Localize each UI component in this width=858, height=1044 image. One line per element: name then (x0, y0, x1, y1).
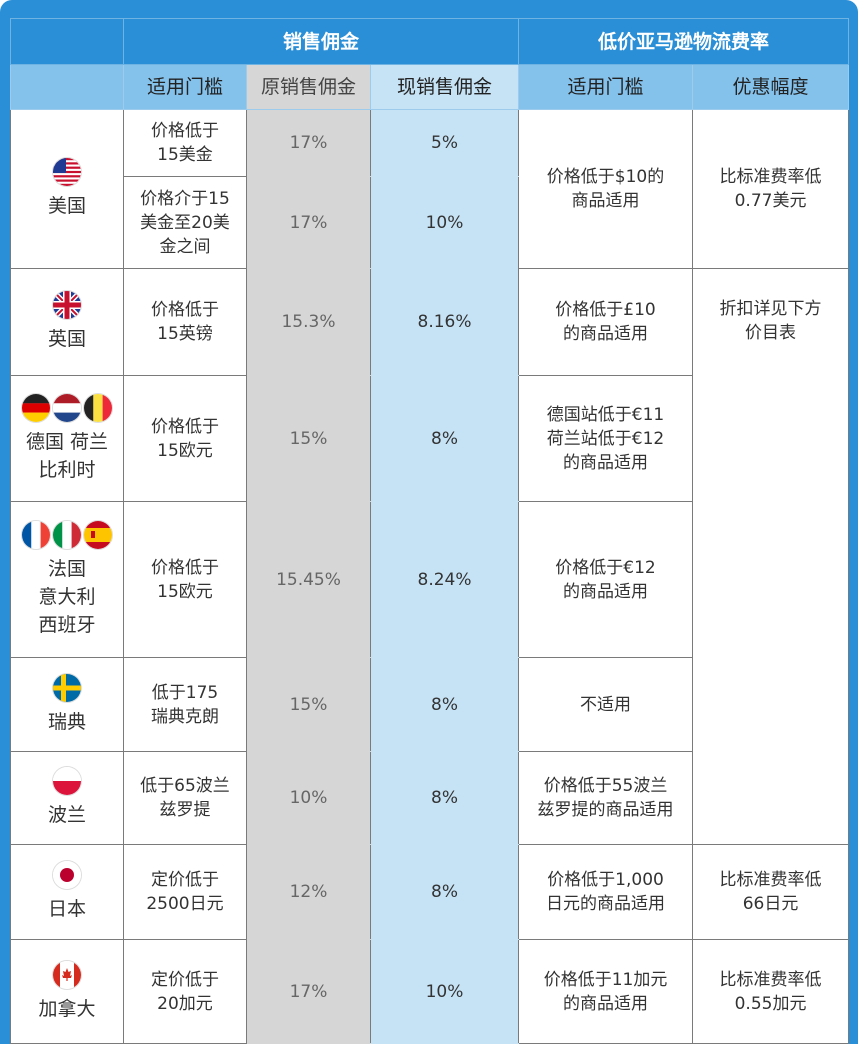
spain-flag-icon (84, 520, 112, 549)
threshold-us-tier2: 价格介于15 美金至20美 金之间 (123, 176, 247, 269)
country-name-ca: 加拿大 (38, 997, 96, 1020)
header-row-2: 适用门槛 原销售佣金 现销售佣金 适用门槛 优惠幅度 (10, 64, 850, 110)
header-row-1: 销售佣金 低价亚马逊物流费率 (10, 18, 850, 65)
country-cell-ca: 加拿大 (10, 939, 124, 1044)
current-commission-us-tier1: 5% (369, 109, 520, 177)
fba-threshold-de-nl-be: 德国站低于€11 荷兰站低于€12 的商品适用 (518, 375, 694, 502)
table-row-us-1: 美国 价格低于 15美金 17% 5% 价格低于$10的 商品适用 比标准费率低 0.… (10, 109, 850, 269)
original-commission-fr-it-es: 15.45% (246, 501, 371, 658)
country-cell-pl: 波兰 (10, 751, 124, 845)
threshold-ca: 定价低于 20加元 (123, 939, 247, 1044)
original-commission-uk: 15.3% (246, 268, 371, 376)
table-row-jp: 日本 定价低于 2500日元 12% 8% 价格低于1,000 日元的商品适用 比标… (10, 844, 850, 940)
current-commission-uk: 8.16% (369, 268, 520, 376)
table-row-fr-it-es: 法国 意大利 西班牙 价格低于 15欧元 15.45% 8.24% 价格低于€12 的商… (10, 501, 849, 658)
threshold-uk: 价格低于 15英镑 (123, 268, 247, 376)
italy-flag-icon (53, 520, 81, 549)
header-current-commission: 现销售佣金 (369, 64, 520, 110)
current-commission-jp: 8% (369, 844, 520, 940)
canada-flag-icon (53, 960, 81, 989)
threshold-jp: 定价低于 2500日元 (123, 844, 247, 940)
current-commission-fr-it-es: 8.24% (369, 501, 520, 658)
header-discount: 优惠幅度 (692, 64, 850, 110)
threshold-pl: 低于65波兰 兹罗提 (123, 751, 247, 845)
original-commission-de-nl-be: 15% (246, 375, 371, 502)
fee-table: 销售佣金 低价亚马逊物流费率 适用门槛 原销售佣金 现销售佣金 适用门槛 优惠幅… (10, 18, 850, 1044)
japan-flag-icon (53, 861, 81, 889)
current-commission-pl: 8% (369, 751, 520, 845)
header-commission-group: 销售佣金 (122, 18, 520, 65)
country-cell-uk: 英国 (10, 268, 124, 376)
threshold-de-nl-be: 价格低于 15欧元 (123, 375, 247, 502)
header-threshold: 适用门槛 (123, 64, 247, 110)
threshold-se: 低于175 瑞典克朗 (123, 657, 247, 752)
table-row-pl: 波兰 低于65波兰 兹罗提 10% 8% 价格低于55波兰 兹罗提的商品适用 (10, 751, 849, 845)
fba-threshold-se: 不适用 (518, 657, 694, 752)
discount-jp: 比标准费率低 66日元 (692, 844, 850, 940)
original-commission-se: 15% (246, 657, 371, 752)
country-cell-fr-it-es: 法国 意大利 西班牙 (10, 501, 124, 658)
original-commission-pl: 10% (246, 751, 371, 845)
table-row-uk: 英国 价格低于 15英镑 15.3% 8.16% 价格低于£10 的商品适用 折扣详… (10, 268, 850, 845)
fba-threshold-ca: 价格低于11加元 的商品适用 (518, 939, 694, 1044)
table-row-ca: 加拿大 定价低于 20加元 17% 10% 价格低于11加元 的商品适用 比标准费率… (10, 939, 850, 1044)
table-row-de-nl-be: 德国 荷兰 比利时 价格低于 15欧元 15% 8% 德国站低于€11 荷兰站低于€1… (10, 375, 849, 502)
poland-flag-icon (53, 767, 81, 795)
netherlands-flag-icon (53, 393, 81, 422)
discount-us: 比标准费率低 0.77美元 (692, 109, 850, 269)
fba-threshold-uk: 价格低于£10 的商品适用 (518, 268, 694, 376)
current-commission-ca: 10% (369, 939, 520, 1044)
us-flag-icon (53, 158, 81, 186)
sweden-flag-icon (53, 673, 81, 702)
germany-flag-icon (22, 393, 50, 422)
discount-uk-eu: 折扣详见下方 价目表 (692, 268, 850, 845)
fba-threshold-us: 价格低于$10的 商品适用 (518, 109, 694, 269)
current-commission-se: 8% (369, 657, 520, 752)
country-name-uk: 英国 (47, 328, 86, 350)
country-cell-jp: 日本 (10, 844, 124, 940)
discount-ca: 比标准费率低 0.55加元 (692, 939, 850, 1044)
fba-threshold-fr-it-es: 价格低于€12 的商品适用 (518, 501, 694, 658)
country-name-jp: 日本 (47, 898, 86, 920)
original-commission-jp: 12% (246, 844, 371, 940)
belgium-flag-icon (84, 393, 112, 422)
header-corner-2 (10, 64, 124, 110)
fba-threshold-jp: 价格低于1,000 日元的商品适用 (518, 844, 694, 940)
country-name-us: 美国 (47, 195, 86, 217)
country-name-fr-it-es: 法国 意大利 西班牙 (38, 557, 96, 636)
table-row-se: 瑞典 低于175 瑞典克朗 15% 8% 不适用 (10, 657, 849, 752)
table-row-us-2: 价格介于15 美金至20美 金之间 17% 10% (11, 176, 849, 269)
threshold-us-tier1: 价格低于 15美金 (123, 109, 247, 177)
header-original-commission: 原销售佣金 (246, 64, 371, 110)
uk-flag-icon (53, 291, 81, 319)
header-corner (10, 18, 124, 65)
france-flag-icon (22, 520, 50, 549)
country-name-pl: 波兰 (47, 804, 86, 826)
country-cell-de-nl-be: 德国 荷兰 比利时 (10, 375, 124, 502)
header-fba-group: 低价亚马逊物流费率 (518, 18, 850, 65)
header-fba-threshold: 适用门槛 (518, 64, 694, 110)
country-name-de-nl-be: 德国 荷兰 比利时 (25, 430, 109, 481)
fba-threshold-pl: 价格低于55波兰 兹罗提的商品适用 (518, 751, 694, 845)
threshold-fr-it-es: 价格低于 15欧元 (123, 501, 247, 658)
current-commission-us-tier2: 10% (369, 176, 520, 269)
country-name-se: 瑞典 (47, 710, 86, 733)
current-commission-de-nl-be: 8% (369, 375, 520, 502)
country-cell-se: 瑞典 (10, 657, 124, 752)
original-commission-us-tier2: 17% (246, 176, 371, 269)
original-commission-ca: 17% (246, 939, 371, 1044)
original-commission-us-tier1: 17% (246, 109, 371, 177)
country-cell-us: 美国 (10, 109, 124, 269)
